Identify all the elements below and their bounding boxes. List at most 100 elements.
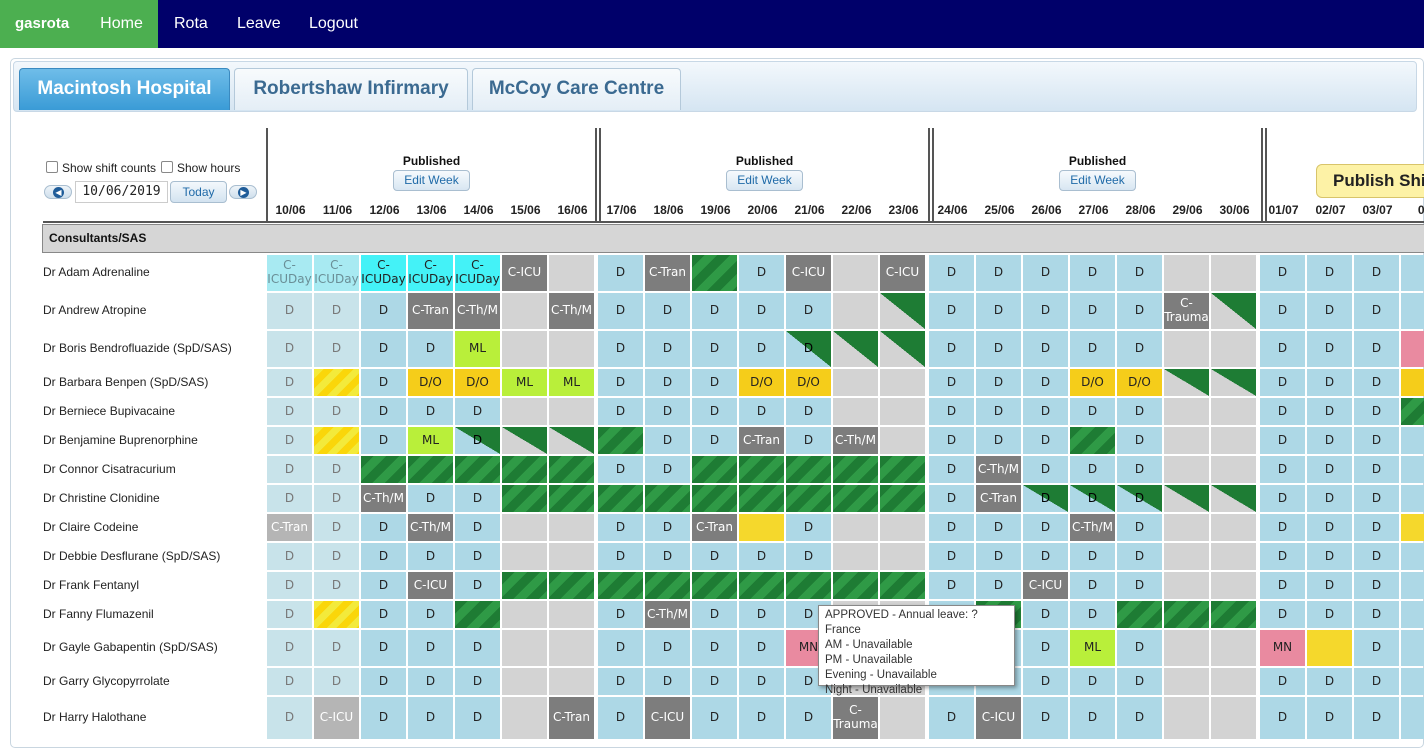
- shift-cell[interactable]: C-ICUDay: [361, 255, 406, 291]
- shift-cell[interactable]: D: [692, 398, 737, 425]
- shift-cell[interactable]: [692, 485, 737, 512]
- shift-cell[interactable]: D: [1307, 398, 1352, 425]
- shift-cell[interactable]: D: [976, 398, 1021, 425]
- nav-rota[interactable]: Rota: [174, 15, 208, 32]
- staff-name[interactable]: Dr Berniece Bupivacaine: [43, 404, 176, 418]
- shift-cell[interactable]: D: [1260, 255, 1305, 291]
- shift-cell[interactable]: D: [1260, 369, 1305, 396]
- shift-cell[interactable]: D: [1260, 601, 1305, 628]
- shift-cell[interactable]: D: [361, 427, 406, 454]
- shift-cell[interactable]: [880, 485, 925, 512]
- shift-cell[interactable]: D: [408, 485, 453, 512]
- shift-cell[interactable]: D: [361, 398, 406, 425]
- shift-cell[interactable]: [833, 485, 878, 512]
- shift-cell[interactable]: D: [1354, 398, 1399, 425]
- shift-cell[interactable]: D: [455, 630, 500, 666]
- shift-cell[interactable]: [1164, 398, 1209, 425]
- shift-cell[interactable]: D: [361, 331, 406, 367]
- shift-cell[interactable]: C-Th/M: [833, 427, 878, 454]
- shift-cell[interactable]: D: [1070, 485, 1115, 512]
- shift-cell[interactable]: [1164, 427, 1209, 454]
- shift-cell[interactable]: [1211, 331, 1256, 367]
- shift-cell[interactable]: [1164, 331, 1209, 367]
- shift-cell[interactable]: D: [976, 331, 1021, 367]
- shift-cell[interactable]: [549, 398, 594, 425]
- shift-cell[interactable]: D: [361, 668, 406, 695]
- shift-cell[interactable]: ML: [549, 369, 594, 396]
- shift-cell[interactable]: D: [1070, 697, 1115, 739]
- shift-cell[interactable]: [549, 572, 594, 599]
- shift-cell[interactable]: [1164, 543, 1209, 570]
- shift-cell[interactable]: [1164, 697, 1209, 739]
- shift-cell[interactable]: D: [267, 668, 312, 695]
- shift-cell[interactable]: [833, 331, 878, 367]
- shift-cell[interactable]: [1211, 398, 1256, 425]
- shift-cell[interactable]: D: [1307, 369, 1352, 396]
- shift-cell[interactable]: D: [455, 514, 500, 541]
- shift-cell[interactable]: D: [1260, 543, 1305, 570]
- shift-cell[interactable]: D: [1070, 601, 1115, 628]
- shift-cell[interactable]: D: [1307, 601, 1352, 628]
- shift-cell[interactable]: D: [1070, 456, 1115, 483]
- shift-cell[interactable]: D: [314, 331, 359, 367]
- shift-cell[interactable]: D: [1260, 697, 1305, 739]
- week-3-edit-button[interactable]: Edit Week: [1059, 170, 1136, 191]
- week-2-edit-button[interactable]: Edit Week: [726, 170, 803, 191]
- shift-cell[interactable]: D: [598, 369, 643, 396]
- shift-cell[interactable]: C-Trauma: [833, 697, 878, 739]
- today-button[interactable]: Today: [170, 181, 227, 203]
- shift-cell[interactable]: C-Tran: [549, 697, 594, 739]
- staff-name[interactable]: Dr Frank Fentanyl: [43, 578, 140, 592]
- shift-cell[interactable]: C-ICU: [880, 255, 925, 291]
- shift-cell[interactable]: [1211, 369, 1256, 396]
- shift-cell[interactable]: D: [598, 668, 643, 695]
- shift-cell[interactable]: [833, 293, 878, 329]
- shift-cell[interactable]: D: [929, 293, 974, 329]
- shift-cell[interactable]: D: [1070, 398, 1115, 425]
- shift-cell[interactable]: [1401, 572, 1424, 599]
- shift-cell[interactable]: [880, 369, 925, 396]
- shift-cell[interactable]: C-ICU: [408, 572, 453, 599]
- shift-cell[interactable]: C-Tran: [692, 514, 737, 541]
- shift-cell[interactable]: [692, 456, 737, 483]
- shift-cell[interactable]: D/O: [455, 369, 500, 396]
- shift-cell[interactable]: D: [267, 369, 312, 396]
- shift-cell[interactable]: D: [1260, 456, 1305, 483]
- shift-cell[interactable]: [833, 369, 878, 396]
- shift-cell[interactable]: [1401, 427, 1424, 454]
- shift-cell[interactable]: D: [692, 331, 737, 367]
- shift-cell[interactable]: D: [786, 398, 831, 425]
- shift-cell[interactable]: [880, 456, 925, 483]
- shift-cell[interactable]: D: [314, 456, 359, 483]
- staff-name[interactable]: Dr Benjamine Buprenorphine: [43, 433, 198, 447]
- shift-cell[interactable]: D: [645, 369, 690, 396]
- shift-cell[interactable]: D: [786, 514, 831, 541]
- shift-cell[interactable]: [1211, 427, 1256, 454]
- shift-cell[interactable]: D: [361, 543, 406, 570]
- shift-cell[interactable]: D: [1023, 697, 1068, 739]
- staff-name[interactable]: Dr Barbara Benpen (SpD/SAS): [43, 375, 209, 389]
- shift-cell[interactable]: D: [1117, 485, 1162, 512]
- shift-cell[interactable]: D: [314, 630, 359, 666]
- shift-cell[interactable]: D: [455, 668, 500, 695]
- shift-cell[interactable]: [1164, 456, 1209, 483]
- shift-cell[interactable]: D: [598, 255, 643, 291]
- shift-cell[interactable]: D: [314, 514, 359, 541]
- tab-mccoy-care-centre[interactable]: McCoy Care Centre: [472, 68, 681, 110]
- shift-cell[interactable]: D: [267, 427, 312, 454]
- shift-cell[interactable]: [1211, 543, 1256, 570]
- shift-cell[interactable]: D: [1023, 630, 1068, 666]
- shift-cell[interactable]: D: [1260, 485, 1305, 512]
- shift-cell[interactable]: [645, 572, 690, 599]
- shift-cell[interactable]: [1164, 255, 1209, 291]
- nav-logout[interactable]: Logout: [309, 15, 358, 32]
- shift-cell[interactable]: C-Th/M: [976, 456, 1021, 483]
- shift-cell[interactable]: D: [692, 697, 737, 739]
- shift-cell[interactable]: D: [1354, 369, 1399, 396]
- shift-cell[interactable]: [502, 485, 547, 512]
- shift-cell[interactable]: D: [1307, 572, 1352, 599]
- shift-cell[interactable]: C-ICUDay: [314, 255, 359, 291]
- shift-cell[interactable]: D: [1260, 398, 1305, 425]
- shift-cell[interactable]: [1211, 456, 1256, 483]
- shift-cell[interactable]: [1401, 255, 1424, 291]
